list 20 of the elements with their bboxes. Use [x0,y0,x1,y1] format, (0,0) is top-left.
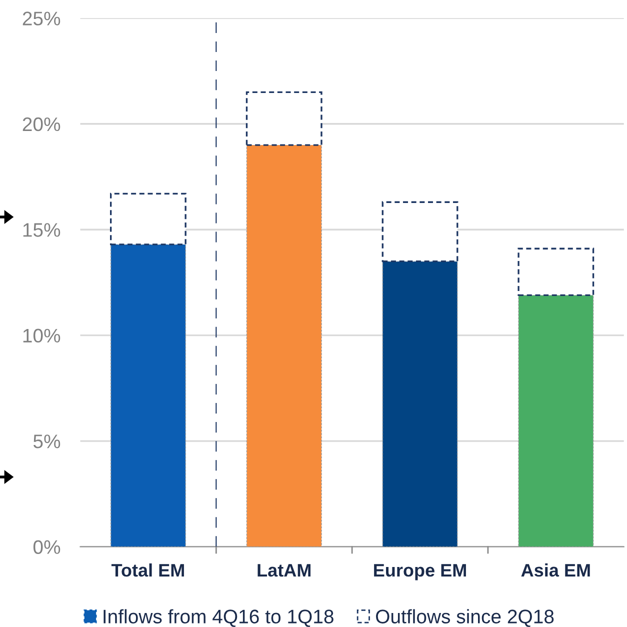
y-tick-label: 5% [33,434,60,448]
bar [110,192,186,246]
x-tick-label: Total EM [111,563,184,577]
bar [518,294,594,547]
bar [518,248,594,296]
bar [110,244,186,547]
x-tick-label: LatAM [258,564,310,577]
x-tick-label: Europe EM [374,564,466,580]
y-tick-label: 0% [33,540,60,554]
y-tick-label: 20% [22,117,60,132]
legend-label: Inflows from 4Q16 to 1Q18 [104,609,334,627]
y-tick-label: 10% [23,328,60,343]
bar [382,260,458,547]
bar [246,91,322,146]
bar [246,144,322,547]
x-tick-label: Asia EM [521,563,590,577]
legend-label: Outflows since 2Q18 [376,609,554,627]
bar [382,201,458,262]
y-tick-label: 15% [23,223,60,237]
y-tick-label: 25% [22,12,60,26]
